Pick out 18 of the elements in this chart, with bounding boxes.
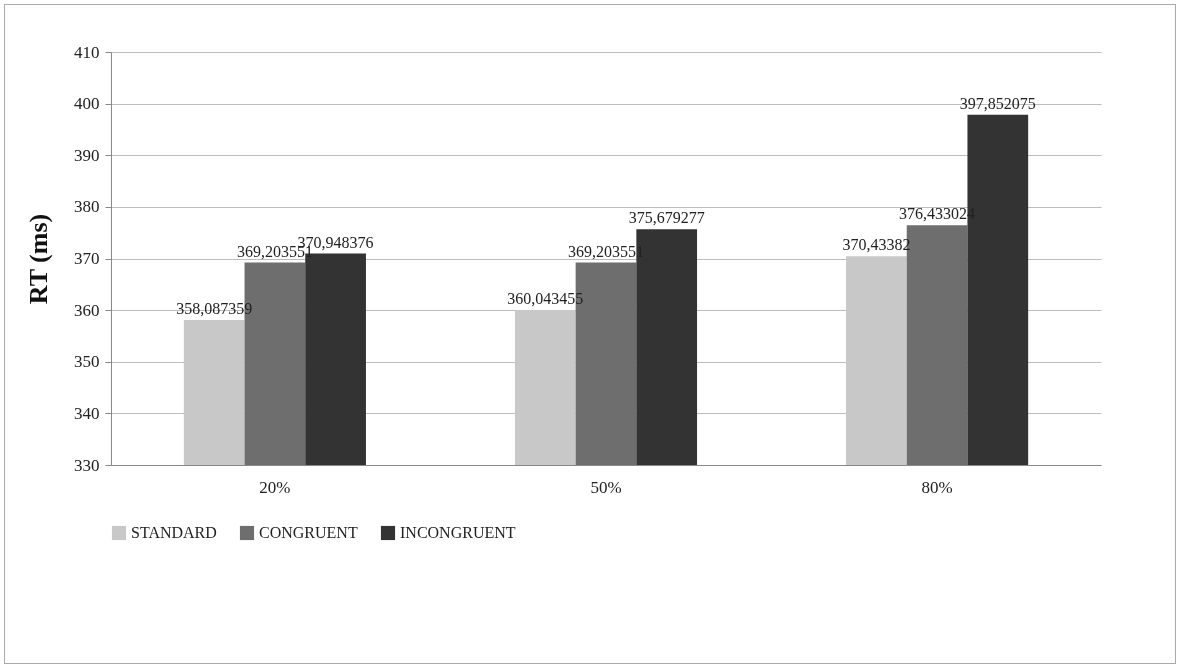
x-tick-label: 20%: [259, 477, 291, 497]
y-tick-label: 400: [74, 94, 100, 114]
y-tick-label: 340: [74, 403, 100, 423]
y-tick-label: 330: [74, 455, 100, 475]
y-tick-label: 350: [74, 352, 100, 372]
data-label: 375,679277: [628, 209, 705, 227]
y-tick-label: 380: [74, 197, 100, 217]
x-tick-label: 50%: [590, 477, 622, 497]
y-tick-label: 410: [74, 42, 100, 62]
y-tick-label: 370: [74, 249, 100, 268]
y-tick-label: 360: [74, 300, 100, 320]
y-tick-label: 390: [74, 145, 100, 165]
x-tick-label: 80%: [921, 477, 953, 497]
legend-label: INCONGRUENT: [400, 524, 516, 541]
legend-label: CONGRUENT: [259, 524, 358, 541]
data-label: 397,852075: [959, 94, 1036, 112]
y-axis-title: RT (ms): [24, 213, 53, 305]
legend-label: STANDARD: [131, 524, 217, 541]
